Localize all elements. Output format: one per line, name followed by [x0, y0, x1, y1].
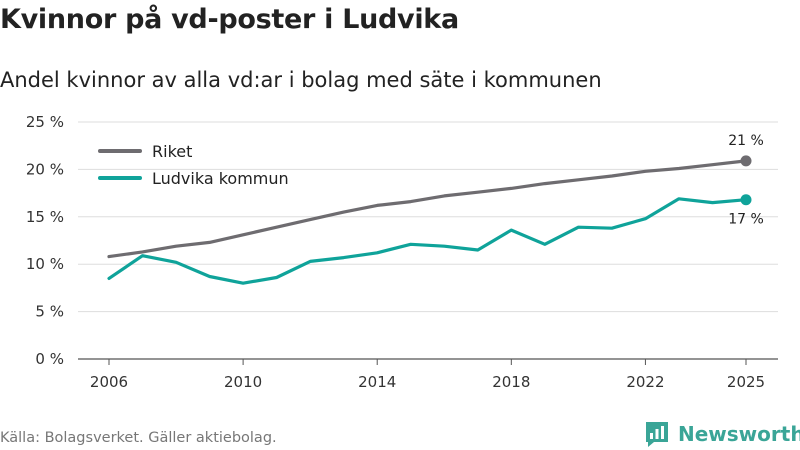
y-axis: 0 % 5 % 10 % 15 % 20 % 25 %	[26, 113, 64, 368]
x-axis: 2006 2010 2014 2018 2022 2025	[90, 359, 765, 391]
x-tick-label: 2022	[626, 373, 664, 391]
x-tick-label: 2014	[358, 373, 396, 391]
series-lines	[107, 155, 752, 285]
series-line-riket	[107, 159, 748, 259]
legend-label: Riket	[152, 142, 192, 161]
y-tick-label: 15 %	[26, 208, 64, 226]
x-tick-label: 2010	[224, 373, 262, 391]
end-value-label: 17 %	[728, 212, 764, 228]
y-tick-label: 0 %	[35, 350, 64, 368]
grid-lines	[78, 121, 778, 360]
line-chart: 0 %5 %10 %15 %20 %25 % 2006 2010 2014 2018 2…	[26, 113, 778, 391]
brand-logo: Newsworthy	[644, 420, 800, 448]
series-line-ludvika	[107, 197, 748, 285]
y-tick-label: 20 %	[26, 160, 64, 178]
y-tick-label: 25 %	[26, 113, 64, 131]
chart-title: Kvinnor på vd-poster i Ludvika	[0, 4, 459, 35]
y-tick-label: 5 %	[35, 303, 64, 321]
chart-subtitle: Andel kvinnor av alla vd:ar i bolag med …	[0, 68, 602, 92]
legend-label: Ludvika kommun	[152, 169, 289, 188]
y-tick-label: 10 %	[26, 255, 64, 273]
x-tick-label: 2006	[90, 373, 128, 391]
x-tick-label: 2018	[492, 373, 530, 391]
end-labels: 21 % 17 %	[728, 133, 764, 228]
legend: Riket Ludvika kommun	[98, 142, 289, 188]
series-endpoint-ludvika	[740, 194, 752, 206]
source-note: Källa: Bolagsverket. Gäller aktiebolag.	[0, 430, 277, 446]
end-value-label: 21 %	[728, 133, 764, 149]
brand-name: Newsworthy	[678, 422, 800, 446]
series-endpoint-riket	[740, 155, 752, 167]
newsworthy-logo-icon	[646, 422, 668, 447]
x-tick-label: 2025	[727, 373, 765, 391]
